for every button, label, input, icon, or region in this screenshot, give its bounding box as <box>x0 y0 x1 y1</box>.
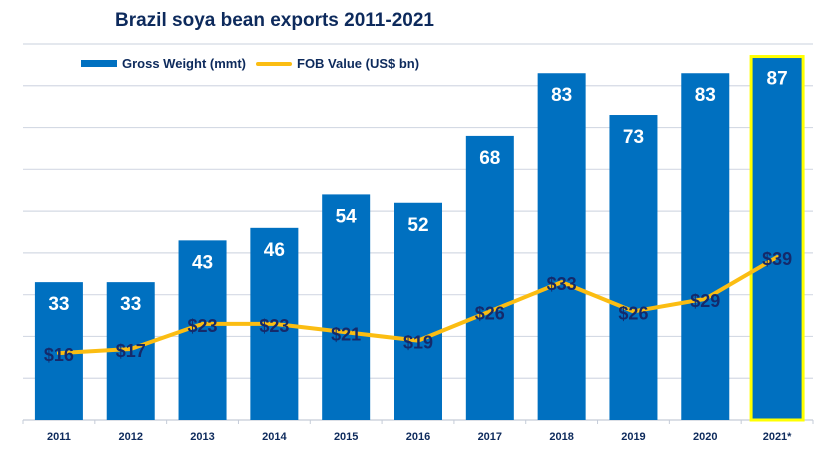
line-data-label: $21 <box>331 324 361 344</box>
legend-label-gross-weight: Gross Weight (mmt) <box>122 56 246 71</box>
bar-2018 <box>537 73 586 420</box>
line-data-label: $23 <box>188 316 218 336</box>
line-data-label: $16 <box>44 345 74 365</box>
line-data-label: $29 <box>690 291 720 311</box>
x-tick-label: 2019 <box>621 431 645 443</box>
x-tick-label: 2014 <box>262 431 287 443</box>
bar-data-label: 43 <box>192 252 213 273</box>
x-tick-label: 2021* <box>763 431 792 443</box>
bar-2020 <box>681 73 730 420</box>
legend: Gross Weight (mmt) FOB Value (US$ bn) <box>81 56 429 71</box>
line-data-label: $23 <box>259 316 289 336</box>
x-tick-label: 2016 <box>406 431 430 443</box>
chart-title: Brazil soya bean exports 2011-2021 <box>115 10 434 31</box>
legend-item-fob-value: FOB Value (US$ bn) <box>256 56 419 71</box>
bar-data-label: 83 <box>695 85 716 106</box>
bar-2017 <box>465 135 514 420</box>
x-tick-label: 2020 <box>693 431 717 443</box>
bar-2016 <box>394 202 442 420</box>
line-data-label: $19 <box>403 333 433 353</box>
bar-data-label: 68 <box>479 148 500 169</box>
bar-data-label: 33 <box>120 294 141 315</box>
line-data-label: $17 <box>116 341 146 361</box>
bar-data-label: 73 <box>623 127 644 148</box>
x-tick-label: 2017 <box>478 431 502 443</box>
bar-2019 <box>609 115 658 421</box>
x-tick-label: 2018 <box>549 431 573 443</box>
legend-label-fob-value: FOB Value (US$ bn) <box>297 56 420 71</box>
legend-item-gross-weight: Gross Weight (mmt) <box>81 56 246 71</box>
x-tick-label: 2011 <box>47 431 71 443</box>
line-data-label: $39 <box>762 249 792 269</box>
line-data-label: $33 <box>547 274 577 294</box>
bar-data-label: 46 <box>264 240 285 261</box>
line-data-label: $26 <box>475 303 505 323</box>
bar-data-label: 54 <box>336 206 358 227</box>
legend-swatch-bar <box>81 60 117 67</box>
bar-data-label: 83 <box>551 85 572 106</box>
bar-2015 <box>322 194 371 420</box>
x-tick-label: 2015 <box>334 431 358 443</box>
bar-data-label: 87 <box>767 69 788 90</box>
x-tick-label: 2012 <box>118 431 142 443</box>
bar-2021 <box>749 55 805 422</box>
bar-data-label: 33 <box>48 294 69 315</box>
x-tick-label: 2013 <box>190 431 214 443</box>
legend-swatch-line <box>256 61 292 66</box>
line-data-label: $26 <box>618 303 648 323</box>
bar-data-label: 52 <box>407 215 428 236</box>
